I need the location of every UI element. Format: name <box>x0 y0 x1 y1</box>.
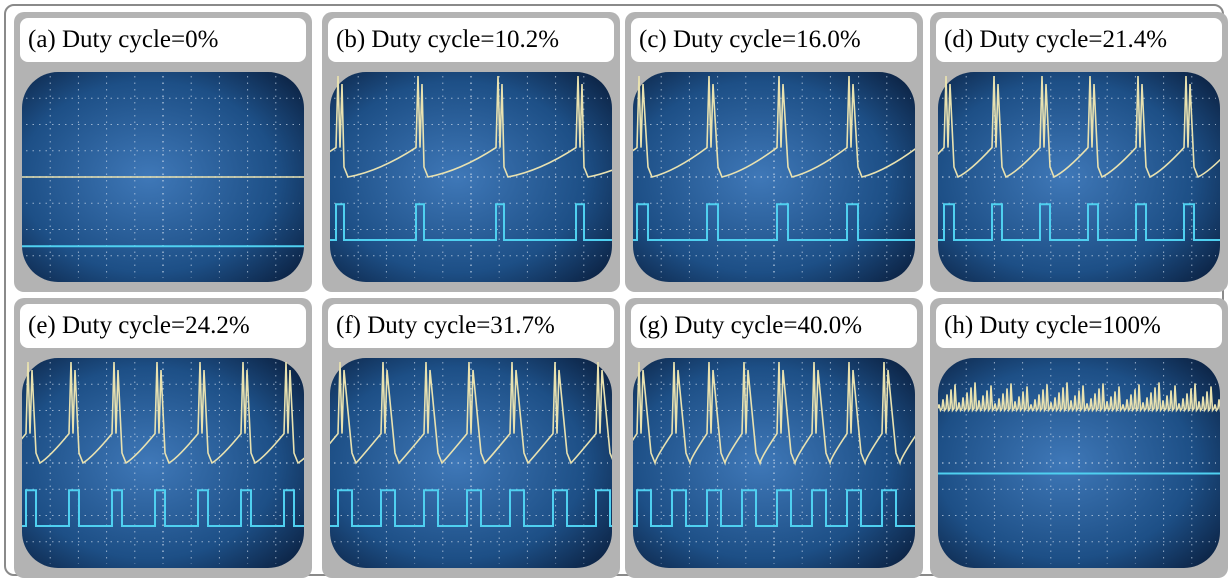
panel: (c) Duty cycle=16.0% <box>625 12 923 292</box>
scope-screen <box>22 358 304 568</box>
panel-label: (h) Duty cycle=100% <box>936 304 1222 348</box>
panel-label: (a) Duty cycle=0% <box>20 18 306 62</box>
panel-label: (b) Duty cycle=10.2% <box>328 18 614 62</box>
panel: (a) Duty cycle=0% <box>14 12 312 292</box>
scope-screen <box>938 358 1220 568</box>
panel-label: (d) Duty cycle=21.4% <box>936 18 1222 62</box>
scope-screen <box>22 72 304 282</box>
scope-screen <box>633 358 915 568</box>
panel: (d) Duty cycle=21.4% <box>930 12 1228 292</box>
panel-label: (e) Duty cycle=24.2% <box>20 304 306 348</box>
scope-screen <box>330 358 612 568</box>
scope-screen <box>330 72 612 282</box>
panel: (e) Duty cycle=24.2% <box>14 298 312 578</box>
figure: (a) Duty cycle=0% (b) Duty cycle=10.2% (c)… <box>4 4 1224 576</box>
panel: (f) Duty cycle=31.7% <box>322 298 620 578</box>
scope-screen <box>633 72 915 282</box>
panel-label: (c) Duty cycle=16.0% <box>631 18 917 62</box>
panel-label: (f) Duty cycle=31.7% <box>328 304 614 348</box>
panel-label: (g) Duty cycle=40.0% <box>631 304 917 348</box>
panel: (b) Duty cycle=10.2% <box>322 12 620 292</box>
scope-screen <box>938 72 1220 282</box>
panel: (g) Duty cycle=40.0% <box>625 298 923 578</box>
panel: (h) Duty cycle=100% <box>930 298 1228 578</box>
